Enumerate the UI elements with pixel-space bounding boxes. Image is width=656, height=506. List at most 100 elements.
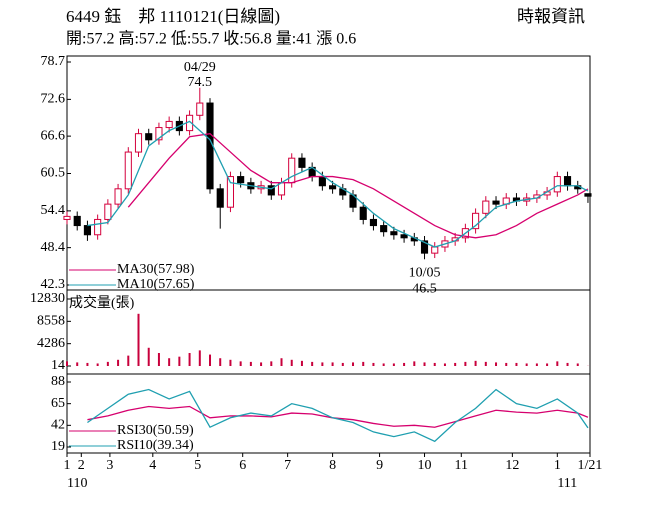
volume-title: 成交量(張) [69, 294, 135, 311]
volume-bar [249, 361, 252, 366]
candle-body [114, 188, 122, 205]
candle-body [359, 206, 367, 220]
volume-bar [495, 362, 498, 366]
volume-bar [229, 359, 232, 366]
candle-body [369, 218, 378, 227]
volume-bar [382, 363, 385, 366]
candle-body [145, 133, 153, 141]
y-tick-label: 19 [51, 439, 65, 454]
candle-body [165, 120, 173, 129]
candle-body [584, 193, 592, 197]
annotation-value: 46.5 [412, 281, 437, 296]
volume-bar [576, 363, 579, 366]
volume-bar [311, 361, 314, 366]
candle-body [298, 157, 306, 168]
y-tick-label: 72.6 [41, 92, 66, 107]
chart-title: 6449 鈺 邦 1110121(日線圖) [66, 7, 280, 26]
y-tick-label: 78.7 [41, 54, 66, 69]
volume-bar [300, 360, 303, 366]
volume-bar [209, 354, 212, 366]
legend-label: MA30(57.98) [117, 262, 195, 277]
volume-bar [433, 362, 436, 366]
volume-bar [188, 353, 191, 366]
volume-bar [474, 360, 477, 366]
x-tick-label: 3 [106, 458, 113, 473]
volume-bar [525, 363, 528, 366]
volume-bar [198, 350, 201, 366]
candle-body [73, 215, 81, 227]
volume-bar [413, 361, 416, 366]
volume-bar [66, 361, 68, 366]
x-tick-label: 9 [376, 458, 383, 473]
volume-bar [341, 362, 344, 366]
x-tick-label: 1/21 [578, 458, 603, 473]
volume-bar [290, 359, 293, 366]
volume-bar [423, 362, 426, 366]
volume-bar [157, 353, 160, 366]
annotation-date: 10/05 [409, 265, 441, 280]
x-tick-label: 5 [194, 458, 201, 473]
x-tick-label: 7 [284, 458, 291, 473]
y-tick-label: 42.3 [41, 277, 66, 292]
candle-body [196, 102, 204, 116]
y-tick-label: 12830 [30, 291, 65, 306]
volume-bar [76, 362, 79, 366]
volume-bar [546, 363, 549, 366]
year-label: 111 [557, 476, 577, 491]
x-tick-label: 11 [455, 458, 468, 473]
volume-bar [484, 361, 487, 366]
y-tick-label: 88 [51, 374, 65, 389]
volume-bar [403, 362, 406, 366]
volume-bar [219, 358, 222, 366]
line [87, 405, 589, 428]
volume-bar [127, 355, 130, 366]
volume-bar [321, 362, 324, 366]
volume-bar [362, 361, 365, 366]
x-tick-label: 10 [418, 458, 432, 473]
candle-body [83, 225, 91, 236]
volume-bar [96, 363, 99, 366]
candle-body [472, 212, 480, 230]
volume-bar [535, 363, 538, 366]
year-label: 110 [67, 476, 87, 491]
x-tick-label: 2 [78, 458, 85, 473]
legend-label: RSI10(39.34) [117, 438, 194, 453]
candle-body [390, 231, 398, 236]
candle-body [206, 102, 214, 190]
candle-body [492, 200, 500, 205]
volume-bar [280, 358, 283, 366]
line [87, 120, 589, 248]
candle-body [104, 203, 112, 220]
volume-bar [505, 362, 508, 366]
volume-bar [392, 363, 395, 366]
y-tick-label: 60.5 [41, 166, 66, 181]
volume-bar [372, 362, 375, 366]
volume-bar [454, 362, 457, 366]
volume-bar [86, 362, 89, 366]
line [87, 388, 589, 443]
candle-body [226, 176, 235, 208]
candle-body [267, 185, 275, 196]
candle-body [63, 215, 71, 220]
volume-bar [168, 358, 171, 366]
line [127, 132, 589, 239]
candle-body [216, 188, 224, 208]
legend-label: MA10(57.65) [117, 277, 195, 292]
candle-body [134, 133, 143, 153]
candle-body [553, 176, 561, 193]
subtitle: 開:57.2 高:57.2 低:55.7 收:56.8 量:41 漲 0.6 [66, 30, 356, 48]
volume-panel [66, 289, 591, 375]
volume-bar [147, 347, 150, 366]
candle-body [237, 176, 245, 184]
x-tick-label: 8 [329, 458, 336, 473]
y-tick-label: 8558 [37, 314, 65, 329]
candle-body [155, 127, 163, 141]
volume-bar [556, 361, 559, 366]
y-tick-label: 42 [51, 418, 65, 433]
volume-bar [443, 363, 446, 366]
x-tick-label: 1 [554, 458, 561, 473]
volume-bar [352, 362, 355, 366]
candle-body [380, 225, 388, 233]
y-tick-label: 4286 [37, 336, 65, 351]
